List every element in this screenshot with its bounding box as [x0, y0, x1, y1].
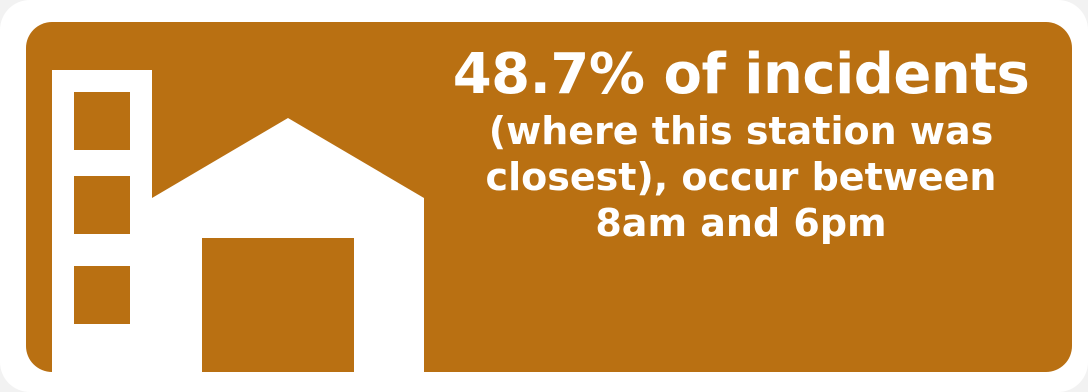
fire-station-icon: [52, 70, 424, 372]
stat-detail-line-2: closest), occur between: [485, 155, 997, 199]
stat-detail-line-1: (where this station was: [488, 109, 994, 153]
stat-headline: 48.7% of incidents: [452, 42, 1030, 107]
stat-detail-line-3: 8am and 6pm: [595, 201, 887, 245]
stat-card: 48.7% of incidents (where this station w…: [26, 22, 1072, 372]
stat-text: 48.7% of incidents (where this station w…: [421, 42, 1061, 246]
